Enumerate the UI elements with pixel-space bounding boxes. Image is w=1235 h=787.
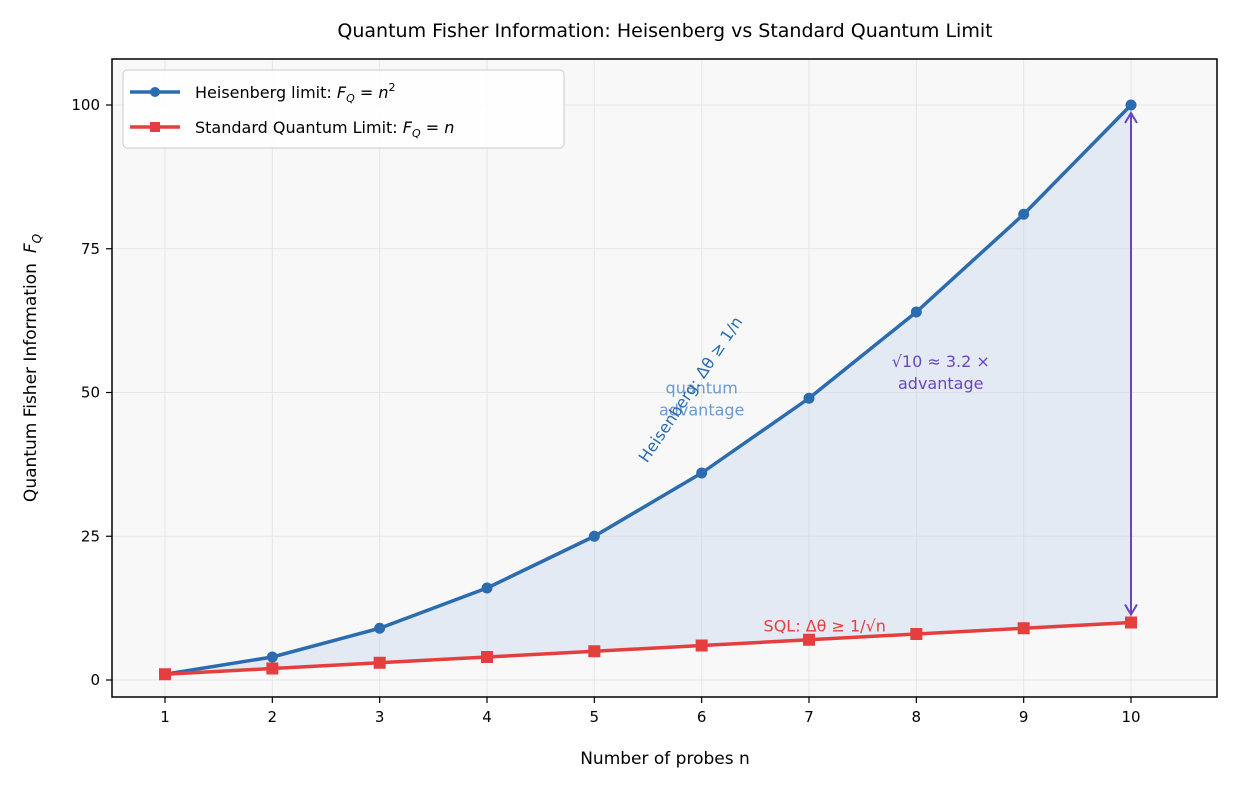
sql-point <box>481 651 493 663</box>
legend-sql-math-sub: Q <box>412 127 421 140</box>
y-tick-label: 0 <box>90 671 100 689</box>
sql-line <box>164 620 1132 676</box>
sql-point <box>266 662 279 675</box>
legend-sql-marker <box>150 122 160 132</box>
arrow-head-up <box>1124 111 1138 124</box>
x-tick-label: 6 <box>697 708 707 726</box>
heisenberg-point <box>1018 208 1030 220</box>
advantage-arrow <box>1124 111 1138 617</box>
heisenberg-line <box>164 103 1133 676</box>
heisenberg-point <box>481 582 493 594</box>
x-tick-label: 9 <box>1019 708 1029 726</box>
y-tick-label: 50 <box>81 384 100 402</box>
y-axis-label-text: Quantum Fisher Information <box>21 263 41 502</box>
quantum-advantage-fill <box>165 105 1131 675</box>
legend-heisenberg-prefix: Heisenberg limit: <box>195 83 337 102</box>
x-tick-label: 7 <box>804 708 814 726</box>
legend-heisenberg-math-eq: = <box>355 83 379 102</box>
sql-point <box>1017 622 1030 635</box>
y-axis-label-math: F <box>21 243 41 253</box>
chart-title: Quantum Fisher Information: Heisenberg v… <box>337 20 992 42</box>
x-axis-ticks: 1 2 3 4 5 6 7 8 9 10 <box>160 697 1141 726</box>
legend-sql-label: Standard Quantum Limit: FQ = n <box>195 118 454 140</box>
sql-point <box>373 656 386 669</box>
plot-frame <box>111 58 1218 698</box>
advantage-annotation-line1: √10 ≈ 3.2 × <box>892 352 990 371</box>
y-axis-label-subscript: Q <box>30 234 44 243</box>
legend-heisenberg-label: Heisenberg limit: FQ = n2 <box>195 81 395 105</box>
heisenberg-point <box>803 392 815 404</box>
sql-point <box>1125 616 1137 629</box>
legend-heisenberg-math-sub: Q <box>346 92 355 105</box>
y-axis-label: Quantum Fisher Information FQ <box>21 234 44 502</box>
sql-point <box>695 639 708 652</box>
sql-point <box>588 645 601 658</box>
legend-sql-math-n: n <box>444 118 454 137</box>
advantage-annotation-line2: advantage <box>898 374 983 393</box>
legend-heisenberg-math-sup: 2 <box>388 81 395 94</box>
heisenberg-point <box>696 467 708 479</box>
heisenberg-point <box>910 306 922 318</box>
x-tick-label: 3 <box>375 708 385 726</box>
heisenberg-point <box>266 651 278 663</box>
sql-point <box>159 668 171 681</box>
heisenberg-point <box>374 622 386 634</box>
x-tick-label: 1 <box>160 708 170 726</box>
y-axis-ticks: 0 25 50 75 100 <box>71 96 112 689</box>
quantum-advantage-label-line2: advantage <box>659 401 744 420</box>
sql-annotation: SQL: Δθ ≥ 1/√n <box>764 617 886 636</box>
x-tick-label: 10 <box>1121 708 1140 726</box>
legend-heisenberg-marker <box>150 87 160 97</box>
arrow-head-down <box>1124 603 1138 617</box>
legend-sql-math-eq: = <box>421 118 445 137</box>
y-tick-label: 75 <box>81 240 100 258</box>
heisenberg-point <box>588 530 600 542</box>
x-tick-label: 5 <box>590 708 600 726</box>
legend-heisenberg-math-f: F <box>337 83 347 102</box>
x-axis-label: Number of probes n <box>580 749 750 769</box>
legend-sql-math-f: F <box>403 118 413 137</box>
x-tick-label: 2 <box>268 708 278 726</box>
sql-point <box>803 633 815 646</box>
y-tick-label: 100 <box>71 96 100 114</box>
legend-sql-prefix: Standard Quantum Limit: <box>195 118 403 137</box>
legend-box <box>122 69 565 149</box>
y-tick-label: 25 <box>81 527 100 545</box>
x-tick-label: 4 <box>482 708 492 726</box>
heisenberg-point <box>1125 99 1137 111</box>
x-tick-label: 8 <box>912 708 922 726</box>
legend: Heisenberg limit: FQ = n2 Standard Quant… <box>122 69 565 149</box>
quantum-advantage-label-line1: quantum <box>666 379 738 398</box>
sql-point <box>910 628 923 640</box>
series-group <box>159 99 1137 681</box>
legend-heisenberg-math-n: n <box>378 83 388 102</box>
plot-area <box>112 59 1217 697</box>
